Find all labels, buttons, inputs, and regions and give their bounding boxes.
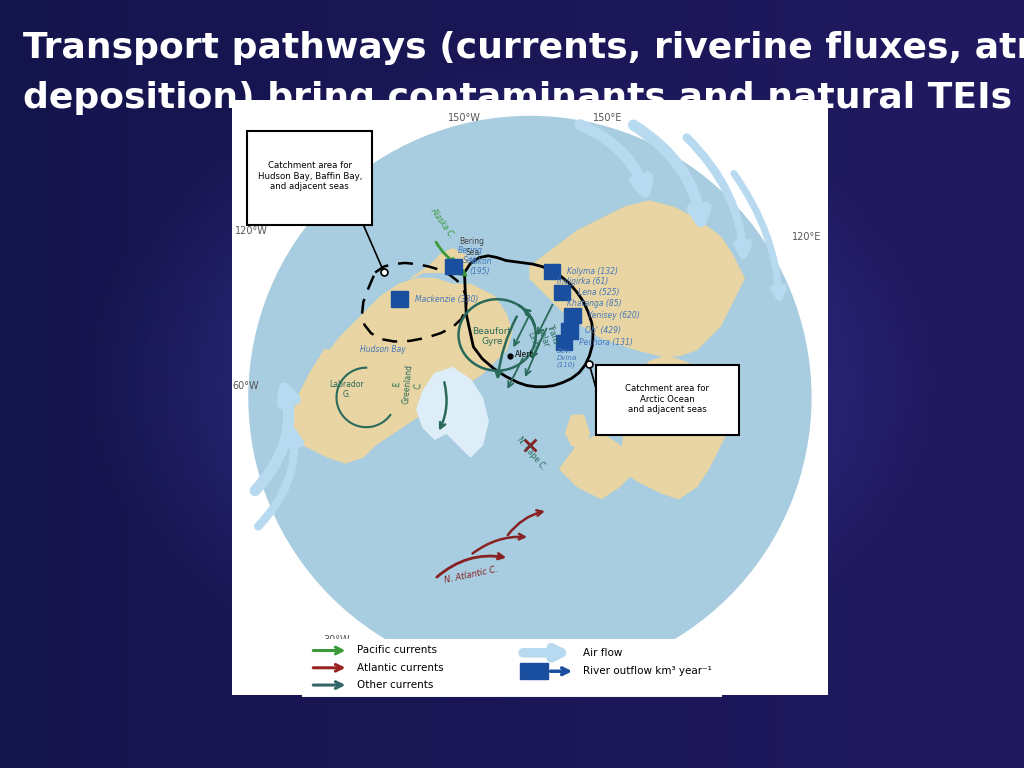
Text: Transport pathways (currents, riverine fluxes, atmospheric: Transport pathways (currents, riverine f… [23, 31, 1024, 65]
Text: Mackenzie (330): Mackenzie (330) [415, 295, 478, 303]
Circle shape [249, 117, 811, 678]
Text: Lena (525): Lena (525) [578, 288, 620, 297]
Text: Ob' (429): Ob' (429) [586, 326, 622, 336]
FancyBboxPatch shape [294, 637, 730, 697]
Bar [564, 307, 581, 323]
Text: Air flow: Air flow [584, 647, 623, 658]
Text: Catchment area for
Hudson Bay, Baffin Bay,
and adjacent seas: Catchment area for Hudson Bay, Baffin Ba… [257, 161, 361, 191]
Text: Labrador
G.: Labrador G. [330, 380, 364, 399]
Text: Indigirka (61): Indigirka (61) [557, 277, 608, 286]
Polygon shape [530, 201, 744, 356]
Bar [544, 263, 560, 279]
Text: Bering
Sea: Bering Sea [458, 246, 483, 266]
Text: Alaska C.: Alaska C. [429, 206, 457, 240]
Text: + W. Spitsbergen C.: + W. Spitsbergen C. [601, 641, 685, 650]
Polygon shape [620, 356, 732, 498]
Text: Atlantic currents: Atlantic currents [356, 663, 443, 673]
FancyBboxPatch shape [247, 131, 372, 225]
Text: 120°W: 120°W [236, 226, 268, 236]
Text: Bering
Sea: Bering Sea [460, 237, 484, 257]
Polygon shape [565, 415, 590, 451]
Text: Pacific currents: Pacific currents [356, 645, 436, 656]
Text: Kolyma (132): Kolyma (132) [567, 266, 618, 276]
Text: River outflow km³ year⁻¹: River outflow km³ year⁻¹ [584, 666, 713, 677]
Text: N. Atlantic C.: N. Atlantic C. [443, 565, 499, 585]
FancyBboxPatch shape [596, 365, 739, 435]
Bar [555, 335, 572, 350]
Text: Khatanga (85): Khatanga (85) [567, 299, 622, 308]
Polygon shape [411, 249, 470, 279]
Text: Alert: Alert [514, 350, 532, 359]
Bar [520, 663, 548, 679]
Text: Sev.
Dvina
(110): Sev. Dvina (110) [557, 348, 577, 369]
Bar [445, 259, 462, 274]
Text: Trans-
polar
Drift: Trans- polar Drift [525, 323, 561, 355]
Text: 30°E: 30°E [613, 671, 637, 681]
Text: Other currents: Other currents [356, 680, 433, 690]
Text: 30°W: 30°W [324, 635, 350, 645]
Text: 120°E: 120°E [792, 232, 821, 242]
Bar [561, 323, 579, 339]
Text: N. Cape C.: N. Cape C. [515, 435, 548, 472]
Text: Hudson Bay: Hudson Bay [360, 346, 406, 354]
Text: Beaufort
Gyre: Beaufort Gyre [472, 327, 511, 346]
Bar [554, 285, 570, 300]
Polygon shape [292, 279, 512, 463]
Text: 150°W: 150°W [449, 113, 481, 123]
Bar [391, 292, 408, 307]
Text: Catchment area for
Arctic Ocean
and adjacent seas: Catchment area for Arctic Ocean and adja… [626, 384, 710, 414]
Text: 60°W: 60°W [232, 380, 259, 391]
Text: E.
Greenland
C.: E. Greenland C. [391, 363, 425, 406]
Text: 150°E: 150°E [593, 113, 622, 123]
Polygon shape [417, 368, 488, 457]
Text: Pechora (131): Pechora (131) [580, 338, 633, 347]
Text: deposition) bring contaminants and natural TEIs into the Arctic: deposition) bring contaminants and natur… [23, 81, 1024, 114]
Text: Yukon
(195): Yukon (195) [469, 257, 492, 276]
Text: Yenisey (620): Yenisey (620) [588, 311, 639, 319]
Polygon shape [560, 433, 637, 498]
